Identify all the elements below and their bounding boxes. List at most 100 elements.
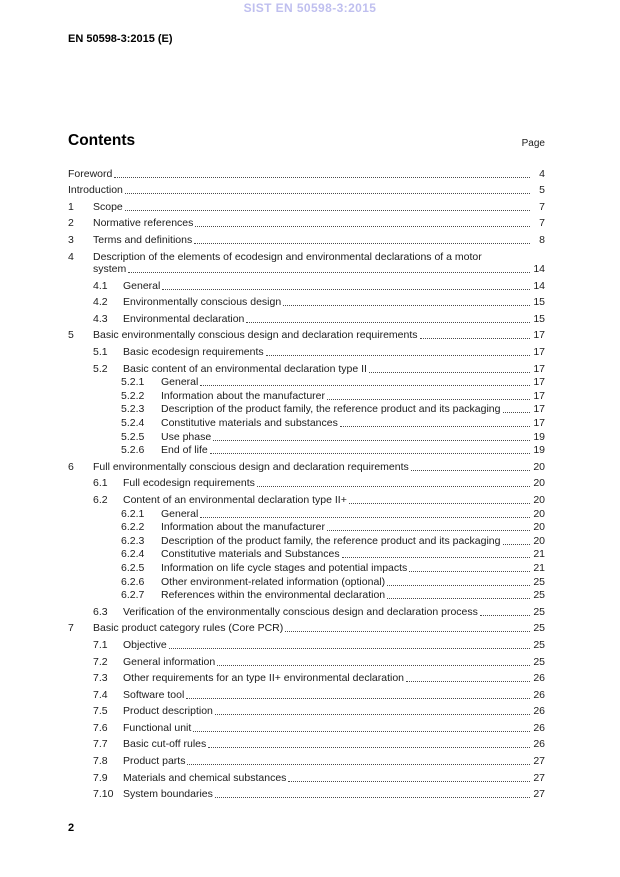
dot-leader xyxy=(114,176,530,178)
toc-entry-page: 17 xyxy=(533,403,545,416)
sist-watermark: SIST EN 50598-3:2015 xyxy=(243,1,377,15)
dot-leader xyxy=(246,321,530,323)
toc-entry: 5.2.2 Information about the manufacturer 1… xyxy=(68,390,545,402)
footer-page-number: 2 xyxy=(68,822,75,834)
toc-entry-page: 17 xyxy=(533,417,545,429)
toc-entry: 6.2 Content of an environmental declarati… xyxy=(68,494,545,506)
toc-entry-number: 5.2.2 xyxy=(121,389,145,402)
toc-entry-title: Basic cut-off rules xyxy=(123,738,207,751)
toc-entry-number: 5.2.4 xyxy=(121,417,145,429)
toc-entry-page: 25 xyxy=(533,638,545,651)
toc-entry-title: Product parts xyxy=(123,755,186,768)
toc-entry: 7.5 Product description 26 xyxy=(68,705,545,717)
dot-leader xyxy=(502,543,530,545)
toc-entry-number: 1 xyxy=(68,200,74,213)
dot-leader xyxy=(288,780,530,782)
toc-entry: 2 Normative references 7 xyxy=(68,217,545,229)
dot-leader xyxy=(124,193,530,195)
toc-entry-title: Constitutive materials and Substances xyxy=(161,548,340,561)
toc-entry-number: 7.8 xyxy=(93,755,108,768)
dot-leader xyxy=(200,385,530,387)
dot-leader xyxy=(209,453,530,455)
toc-entry: 7.6 Functional unit 26 xyxy=(68,722,545,734)
toc-entry: 1 Scope 7 xyxy=(68,201,545,213)
dot-leader xyxy=(265,355,530,357)
toc-entry-page: 15 xyxy=(533,312,545,325)
toc-entry-title: Objective xyxy=(123,638,167,651)
toc-entry-number: 7.9 xyxy=(93,771,108,784)
toc-entry-title: Scope xyxy=(93,200,123,213)
dot-leader xyxy=(256,486,530,488)
toc-entry-title: Constitutive materials and substances xyxy=(161,417,338,429)
toc-entry-number: 6.2.2 xyxy=(121,521,145,534)
toc-entry-page: 20 xyxy=(533,521,545,534)
toc-entry-number: 6.2.5 xyxy=(121,561,145,574)
toc-entry-title: Use phase xyxy=(161,430,212,443)
toc-entry: 6.2.7 References within the environmental… xyxy=(68,589,545,601)
dot-leader xyxy=(187,764,530,766)
toc-entry-page: 21 xyxy=(533,561,545,574)
toc-entry-title: Other environment-related information (o… xyxy=(161,575,386,588)
toc-entry-number: 4.1 xyxy=(93,279,108,292)
contents-title: Contents xyxy=(68,132,136,149)
dot-leader xyxy=(208,747,530,749)
dot-leader xyxy=(339,426,530,427)
toc-entry-page: 25 xyxy=(533,575,545,588)
toc-entry-page: 26 xyxy=(533,705,545,718)
toc-entry-title: Basic product category rules (Core PCR) xyxy=(93,622,284,635)
toc-entry-title: Basic ecodesign requirements xyxy=(123,346,264,359)
toc-entry-number: 6.1 xyxy=(93,477,108,490)
document-reference-header: EN 50598-3:2015 (E) xyxy=(68,33,173,45)
toc-entry: 6.2.2 Information about the manufacturer 2… xyxy=(68,521,545,533)
toc-entry-page: 15 xyxy=(533,296,545,309)
toc-entry-title: Functional unit xyxy=(123,721,192,734)
dot-leader xyxy=(283,305,530,307)
toc-entry-page: 7 xyxy=(539,217,545,230)
dot-leader xyxy=(406,681,530,683)
toc-entry: 5.2.1 General 17 xyxy=(68,376,545,388)
toc-entry: 7.1 Objective 25 xyxy=(68,639,545,651)
toc-entry-title: Full ecodesign requirements xyxy=(123,477,255,490)
toc-entry-number: 7.4 xyxy=(93,688,108,701)
toc-entry-page: 17 xyxy=(533,329,545,342)
toc-entry-page: 7 xyxy=(539,200,545,213)
dot-leader xyxy=(213,439,530,441)
toc-entry-page: 17 xyxy=(533,389,545,402)
toc-entry-number: 5.2 xyxy=(93,362,108,375)
toc-entry-title: Description of the product family, the r… xyxy=(161,534,501,547)
toc-entry-wrap-line: system 14 xyxy=(68,263,545,275)
toc-entry-title: General xyxy=(123,279,161,292)
toc-entry-title: General information xyxy=(123,655,216,668)
toc-entry-number: 6.2.4 xyxy=(121,548,145,561)
toc-entry-page: 25 xyxy=(533,605,545,618)
toc-entry-number: 6 xyxy=(68,460,74,473)
toc-entry-page: 26 xyxy=(533,721,545,734)
toc-entry: 7.7 Basic cut-off rules 26 xyxy=(68,738,545,750)
dot-leader xyxy=(217,664,530,666)
toc-entry-page: 20 xyxy=(533,477,545,490)
dot-leader xyxy=(387,584,530,586)
dot-leader xyxy=(285,631,530,633)
toc-entry: 5.1 Basic ecodesign requirements 17 xyxy=(68,346,545,358)
toc-entry: 7.9 Materials and chemical substances 27 xyxy=(68,772,545,784)
toc-entry: 6.2.3 Description of the product family, … xyxy=(68,535,545,547)
toc-entry: 4.3 Environmental declaration 15 xyxy=(68,313,545,325)
toc-entry: 6.1 Full ecodesign requirements 20 xyxy=(68,477,545,489)
toc-entry-page: 26 xyxy=(533,688,545,701)
toc-entry-number: 6.2 xyxy=(93,493,108,506)
toc-entry-number: 6.2.1 xyxy=(121,507,145,520)
toc-entry-number: 7.7 xyxy=(93,738,108,751)
toc-entry-number: 5.2.3 xyxy=(121,403,145,416)
dot-leader xyxy=(128,272,530,274)
page-column-label: Page xyxy=(521,138,545,149)
toc-entry: 4.1 General 14 xyxy=(68,280,545,292)
toc-entry-title: Terms and definitions xyxy=(93,233,193,246)
toc-entry-title: General xyxy=(161,507,199,520)
dot-leader xyxy=(124,209,530,211)
toc-entry: 6.3 Verification of the environmentally c… xyxy=(68,606,545,618)
dot-leader xyxy=(502,412,530,414)
dot-leader xyxy=(348,502,530,504)
toc-entry-title: System boundaries xyxy=(123,788,213,801)
toc-entry-page: 25 xyxy=(533,589,545,602)
